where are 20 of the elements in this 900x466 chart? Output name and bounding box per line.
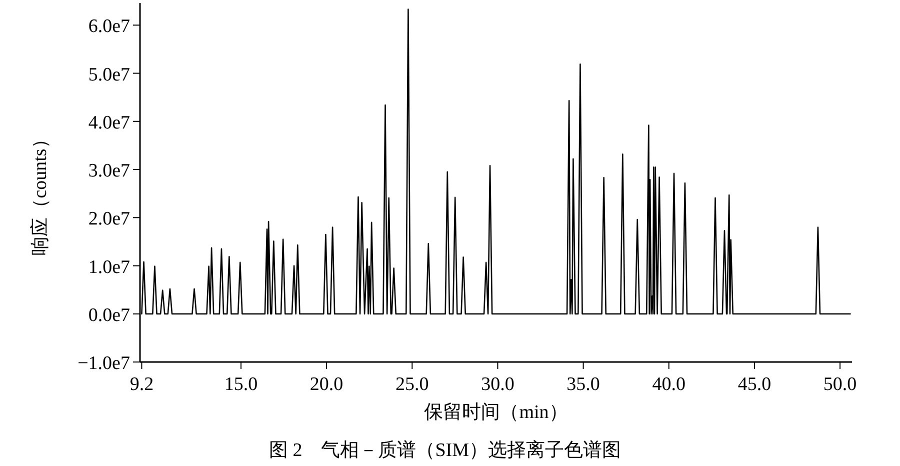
x-tick-label: 20.0 <box>310 374 344 395</box>
caption: 图 2 气相－质谱（SIM）选择离子色谱图 <box>268 439 622 461</box>
x-tick-label: 50.0 <box>823 374 857 395</box>
y-tick-label: 2.0e7 <box>88 208 130 230</box>
x-tick-label: 15.0 <box>224 374 258 395</box>
x-tick-label: 40.0 <box>652 374 686 395</box>
y-tick-label: 1.0e7 <box>88 256 130 278</box>
x-tick-label: 35.0 <box>566 374 600 395</box>
y-tick-label: 4.0e7 <box>88 112 130 134</box>
x-axis-title: 保留时间（min） <box>424 402 568 423</box>
x-tick-label: 9.2 <box>130 374 154 395</box>
y-axis-title: 响应（counts） <box>29 130 51 256</box>
y-tick-label: 5.0e7 <box>88 64 130 86</box>
x-tick-label: 30.0 <box>481 374 514 395</box>
y-tick-label: −1.0e7 <box>78 353 130 374</box>
y-tick-label: 6.0e7 <box>88 16 130 38</box>
x-tick-label: 45.0 <box>738 374 772 395</box>
x-tick-label: 25.0 <box>396 374 429 395</box>
y-tick-label: 3.0e7 <box>88 160 130 182</box>
y-tick-label: 0.0e7 <box>88 304 130 326</box>
